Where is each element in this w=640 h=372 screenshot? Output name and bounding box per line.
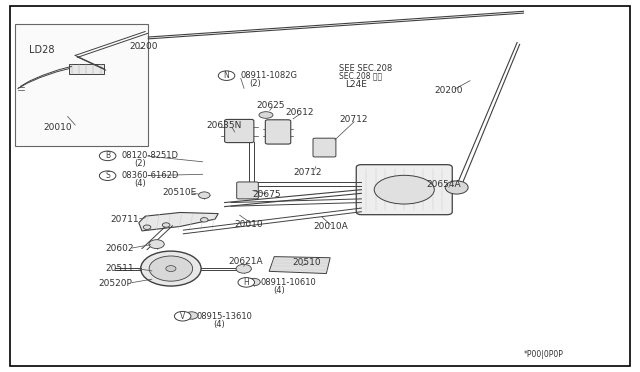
Text: N: N [223, 71, 229, 80]
Text: 20010A: 20010A [314, 222, 348, 231]
Circle shape [163, 223, 170, 227]
Text: (4): (4) [213, 320, 225, 329]
Text: 20675: 20675 [253, 190, 281, 199]
Text: L24E: L24E [346, 80, 367, 89]
Text: H: H [243, 278, 249, 287]
Text: (2): (2) [249, 79, 260, 88]
Circle shape [149, 240, 164, 248]
Text: 08911-10610: 08911-10610 [260, 278, 316, 287]
Text: 20625: 20625 [257, 100, 285, 110]
Circle shape [236, 264, 252, 273]
FancyBboxPatch shape [237, 182, 259, 199]
Text: 20711: 20711 [110, 215, 139, 224]
Text: 20510: 20510 [292, 258, 321, 267]
Text: 20200: 20200 [435, 86, 463, 95]
Text: (4): (4) [273, 286, 285, 295]
Text: 20712: 20712 [339, 115, 367, 124]
Text: 20010: 20010 [235, 220, 264, 229]
Text: (4): (4) [134, 179, 146, 188]
Text: 08911-1082G: 08911-1082G [241, 71, 298, 80]
Text: 08360-6162D: 08360-6162D [122, 171, 179, 180]
Circle shape [99, 151, 116, 161]
Text: 20654A: 20654A [427, 180, 461, 189]
FancyBboxPatch shape [313, 138, 336, 157]
Circle shape [238, 278, 255, 287]
Circle shape [248, 278, 260, 286]
Circle shape [218, 71, 235, 80]
Circle shape [200, 218, 208, 222]
Text: 20511: 20511 [105, 264, 134, 273]
Text: S: S [105, 171, 110, 180]
Text: 20612: 20612 [285, 108, 314, 117]
Text: LD28: LD28 [29, 45, 54, 55]
Circle shape [174, 311, 191, 321]
Text: 20712: 20712 [293, 168, 322, 177]
Text: 20010: 20010 [44, 123, 72, 132]
Circle shape [143, 225, 151, 230]
Circle shape [445, 181, 468, 194]
Polygon shape [269, 257, 330, 273]
Text: 20602: 20602 [105, 244, 134, 253]
Circle shape [166, 266, 176, 272]
Text: 08915-13610: 08915-13610 [196, 312, 253, 321]
Circle shape [185, 312, 198, 319]
Text: SEC.208 参照: SEC.208 参照 [339, 71, 382, 80]
Ellipse shape [374, 175, 435, 204]
Circle shape [198, 192, 210, 199]
Text: 20621A: 20621A [228, 257, 263, 266]
Text: 08120-8251D: 08120-8251D [122, 151, 179, 160]
Ellipse shape [149, 256, 193, 281]
Text: *P00|0P0P: *P00|0P0P [524, 350, 563, 359]
FancyBboxPatch shape [266, 120, 291, 144]
Ellipse shape [259, 112, 273, 118]
Text: 20200: 20200 [129, 42, 157, 51]
Circle shape [99, 171, 116, 180]
Text: V: V [180, 312, 186, 321]
Ellipse shape [141, 251, 201, 286]
Text: 20520P: 20520P [99, 279, 132, 288]
Text: B: B [105, 151, 110, 160]
Bar [15, 24, 148, 145]
FancyBboxPatch shape [356, 165, 452, 215]
Bar [69, 64, 104, 74]
FancyBboxPatch shape [225, 119, 254, 142]
Text: (2): (2) [134, 160, 146, 169]
Polygon shape [139, 212, 218, 231]
Text: 20635N: 20635N [207, 121, 242, 130]
Text: 20510E: 20510E [163, 188, 196, 197]
Text: SEE SEC.208: SEE SEC.208 [339, 64, 392, 73]
